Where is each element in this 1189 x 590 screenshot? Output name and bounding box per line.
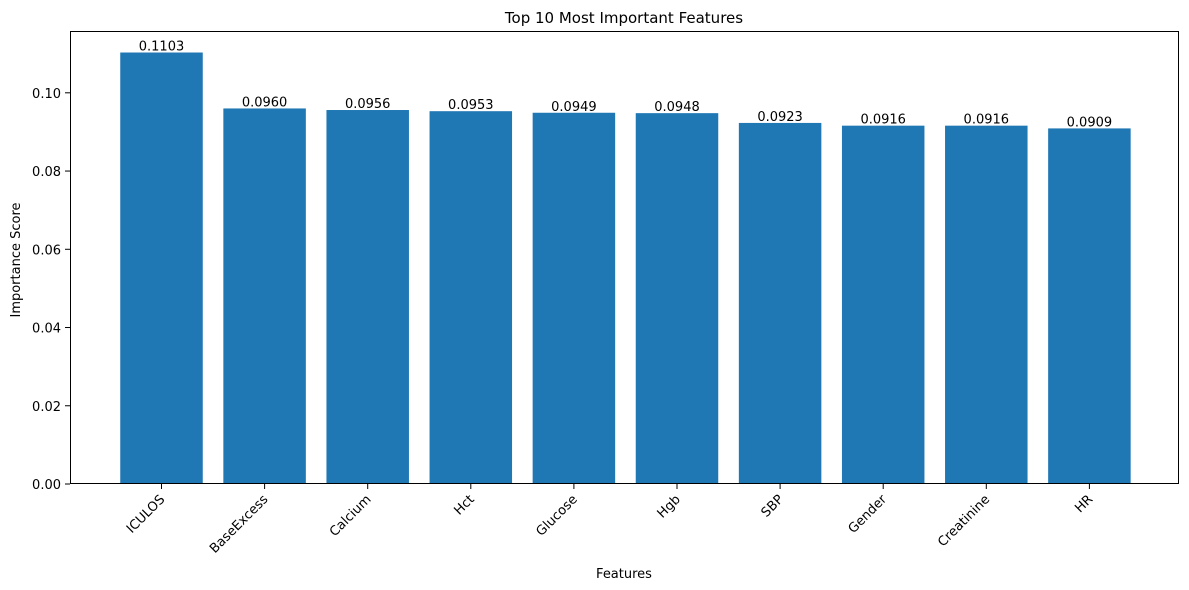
y-axis: 0.00 0.02 0.04 0.06 0.08 0.10 (32, 87, 70, 493)
x-tick-label: Creatinine (935, 492, 993, 550)
data-label: 0.0916 (860, 113, 906, 128)
y-tick-label: 0.02 (32, 400, 61, 415)
bar-glucose (532, 112, 616, 484)
bar-gender (841, 125, 925, 484)
y-tick-label: 0.06 (32, 243, 61, 258)
data-label: 0.0916 (964, 113, 1010, 128)
x-tick-label: HR (1072, 492, 1096, 516)
y-tick-label: 0.08 (32, 165, 61, 180)
bar-calcium (326, 110, 409, 485)
data-label: 0.0909 (1067, 115, 1113, 130)
bars-layer (120, 52, 1131, 485)
x-axis: ICULOS BaseExcess Calcium Hct Glucose Hgb SBP G… (124, 484, 1096, 557)
bar-creatinine (945, 125, 1028, 484)
x-tick-label: BaseExcess (207, 492, 272, 557)
y-axis-title: Importance Score (9, 202, 24, 317)
chart-title: Top 10 Most Important Features (504, 9, 743, 27)
x-tick-label: SBP (759, 492, 787, 520)
bar-hr (1048, 128, 1131, 484)
data-label: 0.0923 (757, 110, 803, 125)
plot-frame (70, 31, 1179, 484)
bar-hct (429, 111, 513, 484)
x-axis-title: Features (596, 567, 652, 582)
x-tick-label: Hct (451, 492, 477, 518)
data-labels-layer: 0.1103 0.0960 0.0956 0.0953 0.0949 0.0948 0.09… (139, 40, 1112, 131)
data-label: 0.1103 (139, 40, 185, 55)
y-tick-label: 0.10 (32, 87, 61, 102)
data-label: 0.0960 (242, 95, 288, 110)
x-tick-label: Gender (846, 492, 891, 537)
bar-baseexcess (223, 108, 306, 484)
bar-iculos (120, 52, 203, 485)
x-tick-label: Glucose (533, 492, 580, 539)
y-tick-label: 0.00 (32, 478, 61, 493)
data-label: 0.0948 (654, 100, 700, 115)
data-label: 0.0956 (345, 97, 391, 112)
data-label: 0.0953 (448, 98, 494, 113)
y-tick-label: 0.04 (32, 322, 61, 337)
bar-hgb (635, 113, 719, 484)
bar-sbp (738, 122, 822, 484)
x-tick-label: ICULOS (124, 492, 168, 536)
x-tick-label: Calcium (327, 492, 375, 540)
x-tick-label: Hgb (655, 492, 684, 521)
data-label: 0.0949 (551, 100, 597, 115)
